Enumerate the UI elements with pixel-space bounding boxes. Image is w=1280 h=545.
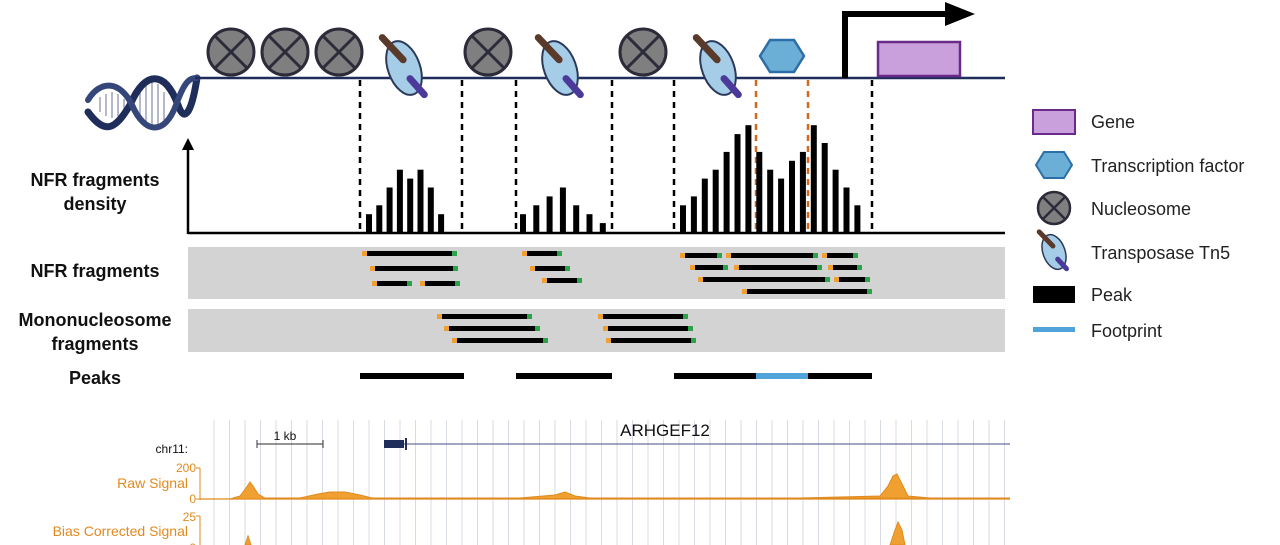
legend-nucleosome: Nucleosome <box>1091 199 1191 219</box>
density-axis <box>182 138 1005 235</box>
density-bar <box>832 169 839 232</box>
density-bar <box>417 169 424 232</box>
nfr-fragments-panel <box>188 247 1005 299</box>
bias-label: Bias Corrected Signal <box>53 523 188 539</box>
density-bar <box>789 160 795 232</box>
density-bar <box>366 214 372 232</box>
density-bar <box>799 151 806 232</box>
density-bar <box>821 143 828 232</box>
tf-footprint-boundaries <box>754 80 810 232</box>
density-bar <box>690 196 697 232</box>
density-bar <box>854 205 861 232</box>
raw-min: 0 <box>189 492 196 506</box>
legend-transposase: Transposase Tn5 <box>1091 243 1230 263</box>
density-bar <box>810 125 817 232</box>
density-bar <box>427 187 434 232</box>
density-bar <box>546 196 553 232</box>
peak-bar-icon <box>1033 286 1075 303</box>
density-bar <box>533 205 540 232</box>
nfr-density-label-2: density <box>63 194 126 214</box>
density-bar <box>734 134 741 232</box>
legend-peak: Peak <box>1091 285 1133 305</box>
footprint <box>756 373 808 379</box>
nucleosome-icon <box>1036 190 1072 226</box>
bias-max: 25 <box>183 510 197 524</box>
density-bar <box>520 214 526 232</box>
nfr-boundaries <box>358 80 874 232</box>
density-bar <box>438 214 445 232</box>
density-bar <box>386 187 393 232</box>
density-bar <box>712 169 719 232</box>
genome-browser: ARHGEF12 chr11: 1 kb 200 Raw Signal 0 25… <box>53 420 1011 545</box>
density-bar <box>407 178 414 232</box>
density-bar <box>745 125 752 232</box>
density-bar <box>723 151 730 232</box>
scale-bar: 1 kb <box>256 429 324 448</box>
peaks <box>360 373 872 379</box>
legend: Gene Transcription factor Nucleosome Tra… <box>1032 109 1244 341</box>
hexagon-icon <box>1034 151 1074 179</box>
transposase-icon <box>1036 229 1069 272</box>
nfr-density-label-1: NFR fragments <box>30 170 159 190</box>
bias-signal-track <box>244 520 906 545</box>
nucleosome-icon <box>206 27 668 77</box>
density-bar <box>843 187 850 232</box>
density-bar <box>778 178 785 232</box>
density-bar <box>559 187 566 232</box>
dna-helix-icon <box>84 74 201 131</box>
footprint-line-icon <box>1033 327 1075 332</box>
mono-fragments-panel <box>188 309 1005 352</box>
density-bar <box>376 205 383 232</box>
mono-fragments <box>437 314 696 343</box>
density-bar <box>756 151 763 232</box>
nfr-fragments <box>362 251 872 294</box>
mono-fragments-label-1: Mononucleosome <box>18 310 171 330</box>
transcription-factor-icon <box>758 38 806 74</box>
density-bar <box>396 169 403 232</box>
legend-tf: Transcription factor <box>1091 156 1244 176</box>
scale-label: 1 kb <box>274 429 297 443</box>
raw-signal-track <box>229 473 1011 500</box>
density-bar <box>680 205 686 232</box>
density-bar <box>586 214 593 232</box>
mono-fragments-label-2: fragments <box>51 334 138 354</box>
peaks-label: Peaks <box>69 368 121 388</box>
raw-label: Raw Signal <box>117 475 188 491</box>
density-bar <box>767 169 774 232</box>
chrom-label: chr11: <box>156 442 188 456</box>
tss-arrow-icon <box>842 2 975 78</box>
legend-footprint: Footprint <box>1091 321 1162 341</box>
gene-name: ARHGEF12 <box>620 421 710 440</box>
density-bar <box>599 223 606 232</box>
gene-box-icon <box>1032 109 1076 135</box>
nfr-fragments-label: NFR fragments <box>30 261 159 281</box>
density-bar <box>573 205 580 232</box>
transposase-icon <box>378 34 742 99</box>
density-bar <box>701 178 708 232</box>
density-bars <box>366 125 861 232</box>
legend-gene: Gene <box>1091 112 1135 132</box>
bias-min: 0 <box>189 541 196 545</box>
gene-model <box>384 438 1010 450</box>
raw-max: 200 <box>176 461 196 475</box>
gene-box <box>876 40 962 78</box>
